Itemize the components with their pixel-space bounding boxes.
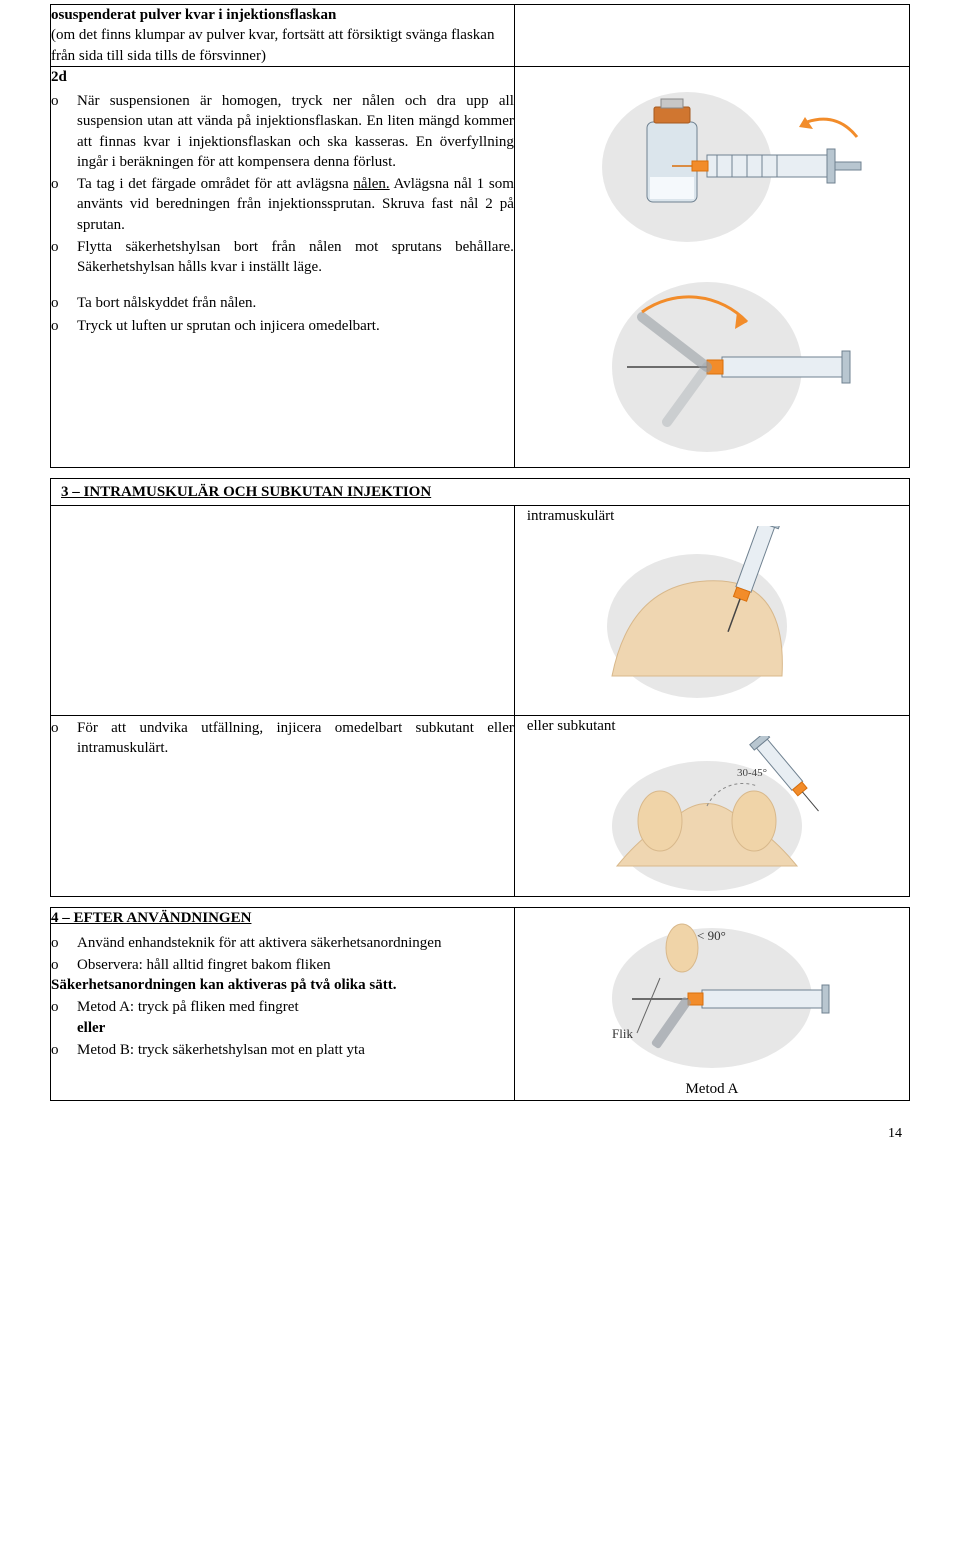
step-2d-head: 2d: [51, 67, 514, 87]
sec4-bold-line: Säkerhetsanordningen kan aktiveras på tv…: [51, 975, 514, 995]
page-number: 14: [50, 1125, 910, 1144]
li-sec4-3: Metod A: tryck på fliken med fingret: [77, 997, 514, 1017]
bold-line-1: osuspenderat pulver kvar i injektionsfla…: [51, 5, 514, 25]
illustration-safety-flip: [557, 257, 867, 467]
li-sec3-1: För att undvika utfällning, injicera ome…: [77, 718, 514, 759]
cell-2-top-img: [514, 5, 909, 67]
list-item: Använd enhandsteknik för att aktivera sä…: [51, 933, 514, 953]
list-item: Metod A: tryck på fliken med fingret: [51, 997, 514, 1017]
section-4-title: 4 – EFTER ANVÄNDNINGEN: [51, 908, 514, 928]
cell-3b-text: För att undvika utfällning, injicera ome…: [51, 716, 515, 897]
section-3-list: För att undvika utfällning, injicera ome…: [51, 718, 514, 759]
li-sec4-1: Använd enhandsteknik för att aktivera sä…: [77, 933, 514, 953]
list-item: Observera: håll alltid fingret bakom fli…: [51, 955, 514, 975]
cell-3a-text: [51, 506, 515, 716]
cell-4-img: < 90° Flik Metod A: [514, 908, 909, 1100]
illustration-subcutaneous: 30-45°: [582, 736, 842, 896]
list-item: Metod B: tryck säkerhetshylsan mot en pl…: [51, 1040, 514, 1060]
cell-2d-text: 2d När suspensionen är homogen, tryck ne…: [51, 67, 515, 468]
caption-intramuscular: intramuskulärt: [515, 506, 909, 526]
section-4-list-3: Metod B: tryck säkerhetshylsan mot en pl…: [51, 1040, 514, 1060]
cell-4-text: 4 – EFTER ANVÄNDNINGEN Använd enhandstek…: [51, 908, 515, 1100]
table-step-2-top: osuspenderat pulver kvar i injektionsfla…: [50, 4, 910, 67]
paren-line: (om det finns klumpar av pulver kvar, fo…: [51, 25, 514, 66]
li-sec4-2: Observera: håll alltid fingret bakom fli…: [77, 955, 514, 975]
label-angle: < 90°: [697, 928, 726, 943]
label-flik: Flik: [612, 1026, 633, 1041]
section-4-list-2: Metod A: tryck på fliken med fingret: [51, 997, 514, 1017]
li-sec4-4: Metod B: tryck säkerhetshylsan mot en pl…: [77, 1040, 514, 1060]
step-2d-list-2: Ta bort nålskyddet från nålen. Tryck ut …: [51, 293, 514, 336]
li4: Ta bort nålskyddet från nålen.: [77, 293, 514, 313]
step-2d-list: När suspensionen är homogen, tryck ner n…: [51, 91, 514, 277]
list-item: När suspensionen är homogen, tryck ner n…: [51, 91, 514, 172]
section-3-title: 3 – INTRAMUSKULÄR OCH SUBKUTAN INJEKTION: [50, 478, 910, 505]
li5: Tryck ut luften ur sprutan och injicera …: [77, 316, 514, 336]
list-item: Ta tag i det färgade området för att avl…: [51, 174, 514, 235]
table-step-2d: 2d När suspensionen är homogen, tryck ne…: [50, 67, 910, 468]
list-item: Flytta säkerhetshylsan bort från nålen m…: [51, 237, 514, 278]
table-section-4: 4 – EFTER ANVÄNDNINGEN Använd enhandstek…: [50, 907, 910, 1100]
sec4-eller: eller: [51, 1018, 514, 1038]
illustration-method-a: < 90° Flik: [582, 908, 842, 1073]
cell-3b-img: eller subkutant 30-45°: [514, 716, 909, 897]
li2-a: Ta tag i det färgade området för att avl…: [77, 176, 393, 192]
cell-2d-img: [514, 67, 909, 468]
li3-b: Säkerhetshylsan hålls kvar i inställt lä…: [77, 259, 322, 275]
cell-3a-img: intramuskulärt: [514, 506, 909, 716]
list-item: Ta bort nålskyddet från nålen.: [51, 293, 514, 313]
angle-label: 30-45°: [737, 767, 767, 779]
list-item: För att undvika utfällning, injicera ome…: [51, 718, 514, 759]
illustration-intramuscular: [582, 526, 842, 706]
caption-method-a: Metod A: [515, 1079, 909, 1099]
li3-a: Flytta säkerhetshylsan bort från nålen m…: [77, 239, 514, 255]
illustration-vial-syringe: [557, 67, 867, 257]
caption-subcutaneous: eller subkutant: [515, 716, 909, 736]
section-4-list: Använd enhandsteknik för att aktivera sä…: [51, 933, 514, 976]
table-section-3: intramuskulärt För att undvika utfällnin…: [50, 505, 910, 897]
list-item: Tryck ut luften ur sprutan och injicera …: [51, 316, 514, 336]
cell-2-top-text: osuspenderat pulver kvar i injektionsfla…: [51, 5, 515, 67]
